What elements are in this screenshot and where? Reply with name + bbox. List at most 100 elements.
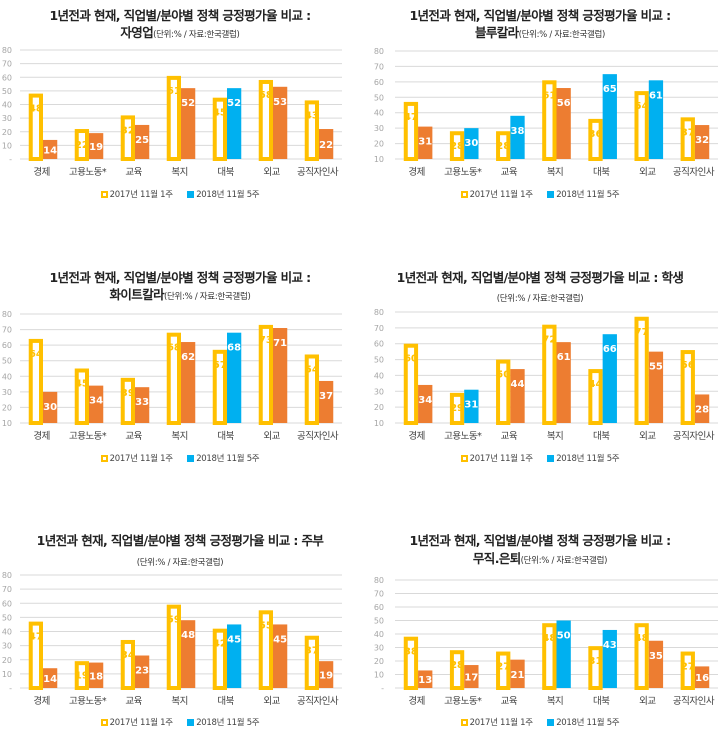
y-tick-label: 20 — [374, 140, 384, 149]
x-category-label: 교육 — [125, 431, 142, 442]
legend-label: 2017년 11월 1주 — [109, 190, 173, 200]
y-tick-label: 40 — [2, 628, 12, 637]
bar-2018 — [464, 389, 479, 423]
x-category-label: 외교 — [263, 166, 280, 178]
y-tick-label: - — [9, 684, 12, 693]
y-tick-label: 30 — [374, 644, 384, 653]
y-tick-label: 60 — [374, 78, 384, 87]
x-category-label: 대북 — [593, 167, 610, 178]
data-label-2017: 45 — [213, 108, 227, 119]
x-category-label: 경제 — [33, 695, 49, 707]
bar-2018 — [602, 334, 617, 423]
data-label-2017: 48 — [29, 104, 43, 115]
chart-subtitle: 블루칼라(단위:% / 자료:한국갤럽) — [360, 22, 720, 41]
data-label-2018: 14 — [43, 145, 57, 156]
x-category-label: 복지 — [547, 167, 563, 178]
bar-2017 — [74, 129, 89, 162]
x-category-label: 대북 — [593, 431, 610, 442]
x-category-label: 공직자인사 — [673, 431, 715, 442]
data-label-2017: 37 — [681, 127, 695, 138]
data-label-2017: 54 — [635, 101, 649, 112]
legend: 2017년 11월 1주 2018년 11월 5주 — [0, 188, 360, 200]
data-label-2017: 27 — [681, 662, 695, 673]
y-tick-label: 70 — [374, 62, 384, 71]
x-category-label: 공직자인사 — [297, 696, 339, 707]
data-label-2018: 61 — [557, 352, 571, 363]
data-label-2018: 23 — [135, 666, 149, 677]
y-tick-label: 60 — [374, 340, 384, 349]
data-label-2018: 34 — [89, 396, 103, 407]
bar-2018 — [556, 342, 571, 423]
y-tick-label: 10 — [374, 419, 384, 428]
y-tick-label: 50 — [2, 613, 12, 622]
data-label-2017: 45 — [75, 379, 89, 390]
y-tick-label: 70 — [2, 326, 12, 335]
bar-2017 — [449, 131, 465, 161]
y-tick-label: 10 — [2, 419, 12, 428]
x-category-label: 교육 — [125, 696, 142, 707]
data-label-2017: 28 — [496, 141, 510, 152]
legend: 2017년 11월 1주 2018년 11월 5주 — [0, 716, 360, 728]
x-category-label: 경제 — [408, 166, 424, 178]
data-label-2018: 31 — [418, 137, 432, 148]
bar-2017 — [449, 650, 465, 690]
data-label-2018: 19 — [89, 142, 103, 153]
bar-2017 — [542, 80, 557, 161]
x-category-label: 공직자인사 — [297, 167, 339, 178]
bar-2018 — [694, 125, 710, 159]
bar-2017 — [120, 115, 135, 161]
y-tick-label: 50 — [374, 617, 384, 626]
data-label-2018: 56 — [557, 98, 571, 109]
legend-item-2018: 2018년 11월 5주 — [187, 452, 260, 464]
x-category-label: 외교 — [639, 695, 656, 707]
chart-panel-student: 1년전과 현재, 직업별/분야별 정책 긍정평가율 비교 : 학생 (단위:% … — [360, 262, 720, 472]
data-label-2017: 39 — [121, 388, 135, 399]
x-category-label: 경제 — [408, 695, 424, 707]
data-label-2018: 45 — [227, 634, 241, 645]
bar-2018 — [556, 620, 571, 688]
data-label-2017: 42 — [213, 639, 227, 650]
legend-label: 2017년 11월 1주 — [109, 718, 173, 728]
y-tick-label: 80 — [374, 47, 384, 56]
x-category-label: 교육 — [501, 431, 518, 442]
legend-label: 2018년 11월 5주 — [556, 190, 620, 200]
bar-2018 — [273, 624, 288, 688]
y-tick-label: 50 — [374, 356, 384, 365]
data-label-2018: 35 — [649, 651, 663, 662]
x-category-label: 복지 — [171, 167, 187, 178]
y-tick-label: 50 — [374, 93, 384, 102]
chart-subtitle: 무직.은퇴(단위:% / 자료:한국갤럽) — [360, 548, 720, 567]
bar-2017 — [212, 349, 228, 425]
y-tick-label: 20 — [2, 403, 12, 412]
y-tick-label: 10 — [2, 670, 12, 679]
bar-2017 — [166, 332, 182, 425]
bar-2017 — [680, 117, 695, 161]
data-label-2017: 34 — [121, 650, 135, 661]
legend-swatch-outline — [100, 191, 108, 198]
data-label-2017: 61 — [167, 86, 181, 97]
chart-title: 1년전과 현재, 직업별/분야별 정책 긍정평가율 비교 : 주부 — [36, 533, 324, 548]
y-tick-label: 20 — [374, 657, 384, 666]
data-label-2017: 72 — [542, 335, 556, 346]
data-label-2018: 30 — [43, 402, 57, 413]
data-label-2018: 52 — [181, 98, 195, 109]
x-category-label: 고용노동* — [69, 696, 107, 707]
data-label-2018: 33 — [135, 397, 149, 408]
x-category-label: 외교 — [263, 695, 280, 707]
bar-2018 — [648, 640, 664, 688]
bar-2017 — [304, 354, 319, 425]
bar-2018 — [89, 133, 104, 159]
bar-2018 — [694, 666, 710, 688]
data-label-2017: 29 — [450, 403, 464, 414]
bar-2017 — [634, 623, 649, 690]
bar-2018 — [273, 86, 288, 159]
data-label-2018: 13 — [418, 675, 432, 686]
x-category-label: 외교 — [639, 430, 656, 442]
data-label-2017: 38 — [404, 647, 418, 658]
data-label-2017: 28 — [450, 660, 464, 671]
bar-2018 — [648, 80, 664, 159]
data-label-2017: 47 — [29, 632, 43, 643]
